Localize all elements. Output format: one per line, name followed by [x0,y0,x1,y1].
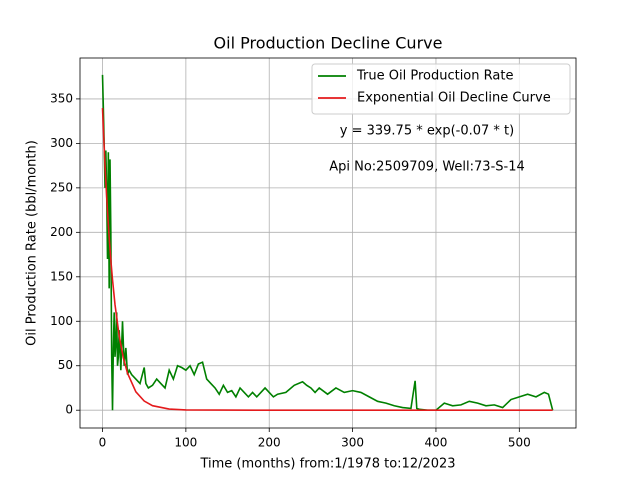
x-tick-label: 100 [174,436,197,450]
annotation: y = 339.75 * exp(-0.07 * t) [340,124,514,139]
y-tick-label: 250 [50,180,73,194]
x-tick-label: 0 [99,436,107,450]
y-tick-label: 50 [58,358,73,372]
y-axis-label: Oil Production Rate (bbl/month) [25,140,40,346]
legend-label: True Oil Production Rate [356,69,513,84]
x-tick-label: 500 [508,436,531,450]
plot-frame [79,57,577,429]
series-line [101,107,553,412]
x-tick-label: 200 [258,436,281,450]
y-tick-label: 100 [50,314,73,328]
x-tick-label: 400 [424,436,447,450]
x-tick-label: 300 [341,436,364,450]
y-tick-label: 300 [50,136,73,150]
legend-label: Exponential Oil Decline Curve [357,91,551,106]
annotation: Api No:2509709, Well:73-S-14 [329,160,525,175]
legend-box [311,63,571,115]
y-tick-label: 150 [50,269,73,283]
y-tick-label: 350 [50,91,73,105]
y-tick-label: 0 [65,403,73,417]
x-axis-label: Time (months) from:1/1978 to:12/2023 [199,457,455,472]
chart-title: Oil Production Decline Curve [214,34,443,53]
y-tick-label: 200 [50,225,73,239]
